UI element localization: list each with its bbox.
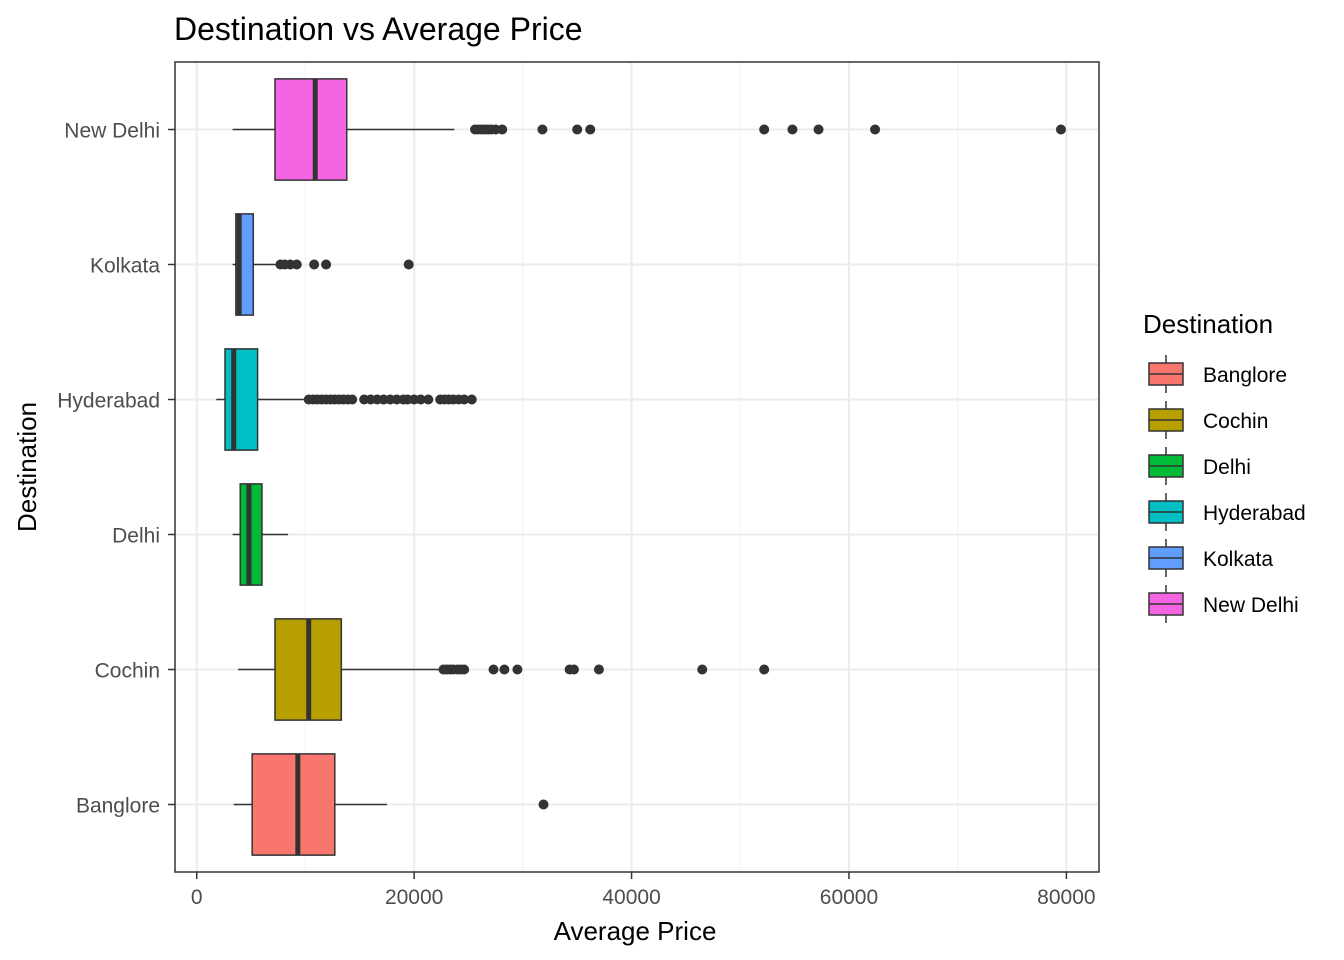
outlier-point bbox=[759, 664, 770, 675]
legend-label: Hyderabad bbox=[1203, 502, 1306, 525]
box-iqr bbox=[251, 753, 336, 856]
outlier-point bbox=[466, 394, 477, 405]
outlier-point bbox=[697, 664, 708, 675]
outlier-point bbox=[537, 124, 548, 135]
x-tick-label: 20000 bbox=[385, 886, 443, 909]
outlier-point bbox=[459, 394, 470, 405]
outlier-point bbox=[415, 394, 426, 405]
outlier-point bbox=[1055, 124, 1066, 135]
y-tick-label: Hyderabad bbox=[57, 390, 160, 413]
boxes bbox=[216, 78, 1066, 856]
outlier-point bbox=[488, 664, 499, 675]
outlier-point bbox=[572, 124, 583, 135]
legend-label: Kolkata bbox=[1203, 548, 1273, 571]
y-tick-label: Delhi bbox=[112, 525, 160, 548]
y-tick-label: Cochin bbox=[95, 660, 160, 683]
box-iqr bbox=[274, 78, 348, 181]
outlier-point bbox=[870, 124, 881, 135]
chart-title: Destination vs Average Price bbox=[174, 11, 583, 47]
legend-title: Destination bbox=[1143, 309, 1273, 339]
legend-label: Banglore bbox=[1203, 364, 1287, 387]
y-tick-label: Banglore bbox=[76, 795, 160, 818]
outlier-point bbox=[291, 259, 302, 270]
legend-label: New Delhi bbox=[1203, 594, 1299, 617]
grid bbox=[175, 62, 1099, 872]
outlier-point bbox=[813, 124, 824, 135]
x-tick-label: 40000 bbox=[602, 886, 660, 909]
outlier-point bbox=[538, 799, 549, 810]
x-tick-label: 80000 bbox=[1037, 886, 1095, 909]
outlier-point bbox=[787, 124, 798, 135]
y-axis-title: Destination bbox=[12, 402, 42, 532]
outlier-point bbox=[759, 124, 770, 135]
box-iqr bbox=[224, 348, 259, 451]
legend-item-cochin: Cochin bbox=[1148, 401, 1268, 439]
outlier-point bbox=[585, 124, 596, 135]
box-hyderabad bbox=[216, 348, 477, 451]
box-cochin bbox=[238, 618, 770, 721]
box-new-delhi bbox=[232, 78, 1066, 181]
legend-label: Delhi bbox=[1203, 456, 1251, 479]
legend-item-kolkata: Kolkata bbox=[1148, 539, 1273, 577]
plot-panel-border bbox=[174, 61, 1100, 873]
outlier-point bbox=[321, 259, 332, 270]
y-tick-label: Kolkata bbox=[90, 255, 160, 278]
outlier-point bbox=[423, 394, 434, 405]
outlier-point bbox=[593, 664, 604, 675]
x-tick-label: 60000 bbox=[820, 886, 878, 909]
outlier-point bbox=[309, 259, 320, 270]
outlier-point bbox=[512, 664, 523, 675]
outlier-point bbox=[459, 664, 470, 675]
legend-item-hyderabad: Hyderabad bbox=[1148, 493, 1306, 531]
legend: Destination Banglore Cochin Delhi Hyderabad… bbox=[1143, 309, 1306, 623]
outlier-point bbox=[497, 124, 508, 135]
x-tick-label: 0 bbox=[191, 886, 203, 909]
legend-item-new-delhi: New Delhi bbox=[1148, 585, 1299, 623]
box-kolkata bbox=[232, 213, 414, 316]
legend-label: Cochin bbox=[1203, 410, 1268, 433]
axes: 0 20000 40000 60000 80000 Banglore Cochin Delhi… bbox=[57, 120, 1095, 910]
legend-item-banglore: Banglore bbox=[1148, 355, 1287, 393]
box-banglore bbox=[233, 753, 549, 856]
outlier-point bbox=[403, 259, 414, 270]
box-delhi bbox=[232, 483, 289, 586]
y-tick-label: New Delhi bbox=[64, 120, 160, 143]
outlier-point bbox=[568, 664, 579, 675]
outlier-point bbox=[499, 664, 510, 675]
x-axis-title: Average Price bbox=[554, 916, 717, 946]
outlier-point bbox=[347, 394, 358, 405]
legend-item-delhi: Delhi bbox=[1148, 447, 1251, 485]
